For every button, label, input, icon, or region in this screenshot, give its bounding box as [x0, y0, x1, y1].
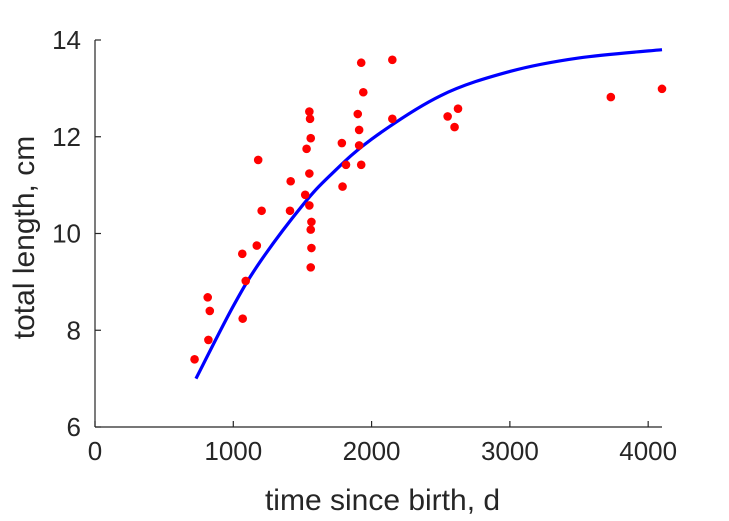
data-point	[305, 114, 315, 124]
y-tick-label: 10	[52, 219, 81, 249]
axes	[94, 40, 662, 428]
data-point	[252, 241, 262, 250]
data-point	[204, 335, 213, 345]
data-point	[302, 144, 311, 154]
data-point	[453, 104, 463, 113]
data-point	[306, 225, 316, 234]
y-tick-label: 6	[67, 412, 81, 442]
x-tick-label: 1000	[204, 436, 262, 466]
data-point	[241, 276, 251, 286]
data-point	[203, 293, 213, 302]
data-point	[356, 58, 366, 68]
y-tick-label: 14	[52, 25, 81, 55]
data-point	[286, 176, 295, 186]
data-point	[450, 122, 459, 132]
x-axis-ticks: 0 1000 2000 3000 4000	[88, 421, 677, 466]
x-tick-label: 0	[88, 436, 102, 466]
data-point	[307, 243, 316, 253]
data-point	[388, 114, 397, 124]
data-point	[353, 109, 363, 119]
data-point	[341, 160, 351, 170]
data-point	[205, 306, 215, 316]
data-point	[238, 314, 247, 323]
y-tick-label: 8	[67, 315, 81, 345]
y-tick-label: 12	[52, 122, 81, 152]
data-point	[358, 87, 368, 97]
series-layer	[190, 48, 667, 380]
data-point	[356, 160, 366, 170]
data-point	[305, 201, 314, 210]
data-point	[253, 155, 263, 165]
data-point	[257, 206, 266, 216]
data-point	[305, 107, 314, 116]
data-point	[657, 84, 667, 94]
data-point	[237, 249, 247, 259]
y-axis-label: total length, cm	[8, 136, 41, 339]
data-point	[305, 169, 314, 178]
data-point	[285, 206, 295, 216]
data-point	[354, 141, 364, 150]
data-point	[388, 55, 397, 65]
data-point	[300, 190, 310, 200]
data-point	[443, 112, 452, 121]
data-point	[606, 92, 616, 102]
x-tick-label: 4000	[619, 436, 677, 466]
data-point	[306, 133, 316, 143]
y-axis-ticks: 6 8 10 12 14	[52, 25, 101, 442]
data-point	[354, 125, 364, 135]
x-tick-label: 3000	[481, 436, 539, 466]
data-point	[190, 354, 199, 364]
data-point	[306, 263, 316, 272]
data-point	[307, 217, 316, 227]
data-point	[338, 182, 347, 191]
x-axis-label: time since birth, d	[265, 484, 500, 517]
fit-curve	[194, 48, 663, 380]
data-point	[337, 138, 347, 148]
x-tick-label: 2000	[343, 436, 401, 466]
